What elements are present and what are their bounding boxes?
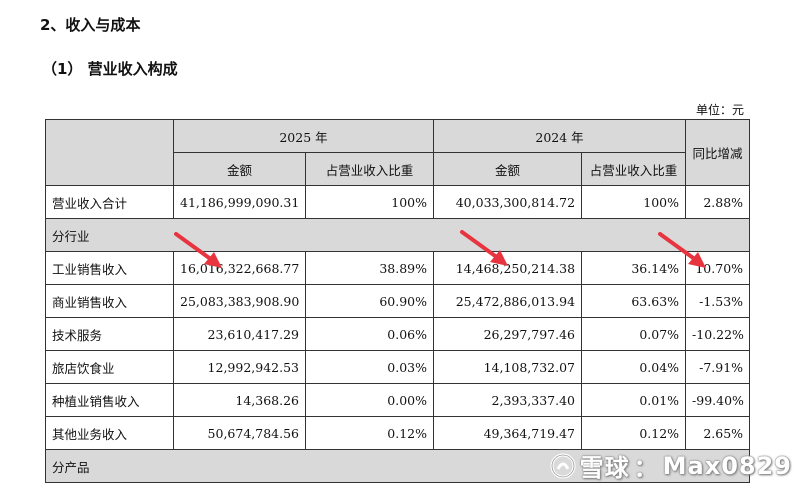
share-2024: 0.01% (581, 383, 687, 417)
table-row: 技术服务 23,610,417.29 0.06% 26,297,797.46 0… (45, 317, 751, 351)
section-label: 分行业 (44, 218, 751, 252)
header-row-columns: 金额 占营业收入比重 金额 占营业收入比重 (46, 152, 750, 186)
amount-2025: 12,992,942.53 (173, 350, 306, 384)
table-row: 种植业销售收入 14,368.26 0.00% 2,393,337.40 0.0… (45, 383, 751, 417)
table-row: 商业销售收入 25,083,383,908.90 60.90% 25,472,8… (45, 284, 751, 318)
snowball-logo-icon (550, 453, 576, 478)
watermark-brand: 雪球 (579, 454, 630, 482)
share-2025: 38.89% (304, 251, 435, 285)
section-label: 分产品 (44, 449, 751, 483)
header-share-prior: 占营业收入比重 (581, 152, 687, 186)
header-row-years: 2025 年 2024 年 同比增减 (45, 119, 751, 186)
table-row: 旅店饮食业 12,992,942.53 0.03% 14,108,732.07 … (45, 350, 751, 384)
amount-2024: 2,393,337.40 (433, 383, 583, 417)
yoy-change: -1.53% (685, 284, 751, 318)
header-amount-prior: 金额 (433, 152, 583, 186)
amount-2025: 50,674,784.56 (173, 416, 306, 450)
amount-2024: 40,033,300,814.72 (433, 185, 583, 219)
total-row: 营业收入合计 41,186,999,090.31 100% 40,033,300… (45, 185, 751, 219)
amount-2025: 23,610,417.29 (173, 317, 306, 351)
yoy-change: 2.88% (685, 185, 751, 219)
row-label: 营业收入合计 (45, 185, 174, 219)
share-2025: 60.90% (304, 284, 435, 318)
table-row: 工业销售收入 16,016,322,668.77 38.89% 14,468,2… (45, 251, 751, 285)
row-label: 技术服务 (45, 317, 174, 351)
amount-2024: 14,468,250,214.38 (433, 251, 583, 285)
share-2024: 100% (581, 185, 687, 219)
yoy-change: -99.40% (685, 383, 751, 417)
subsection-heading: （1） 营业收入构成 (42, 60, 178, 78)
section-row-product: 分产品 (44, 449, 751, 483)
share-2024: 0.12% (581, 416, 687, 450)
table-row: 其他业务收入 50,674,784.56 0.12% 49,364,719.47… (45, 416, 751, 450)
annotation-arrow-1-icon (174, 232, 222, 268)
yoy-change: -10.22% (685, 317, 751, 351)
annotation-arrow-3-icon (658, 232, 706, 268)
row-label: 旅店饮食业 (45, 350, 174, 384)
watermark-user: Max0829 (662, 451, 792, 480)
share-2024: 0.04% (581, 350, 687, 384)
amount-2024: 26,297,797.46 (433, 317, 583, 351)
share-2024: 36.14% (581, 251, 687, 285)
share-2025: 0.06% (304, 317, 435, 351)
row-label: 其他业务收入 (45, 416, 174, 450)
header-corner (45, 119, 174, 186)
header-share-current: 占营业收入比重 (304, 152, 435, 186)
watermark-separator: ： (633, 454, 659, 482)
yoy-change: 2.65% (685, 416, 751, 450)
amount-2025: 41,186,999,090.31 (173, 185, 306, 219)
yoy-change: -7.91% (685, 350, 751, 384)
amount-2025: 14,368.26 (173, 383, 306, 417)
amount-2024: 49,364,719.47 (433, 416, 583, 450)
header-year-prior: 2024 年 (433, 119, 687, 153)
row-label: 种植业销售收入 (45, 383, 174, 417)
header-year-current: 2025 年 (172, 119, 435, 153)
section-heading: 2、收入与成本 (40, 16, 141, 34)
header-yoy: 同比增减 (685, 119, 751, 186)
amount-2024: 14,108,732.07 (433, 350, 583, 384)
annotation-arrow-2-icon (460, 230, 508, 266)
share-2025: 0.00% (304, 383, 435, 417)
share-2024: 0.07% (581, 317, 687, 351)
amount-2025: 25,083,383,908.90 (173, 284, 306, 318)
share-2024: 63.63% (581, 284, 687, 318)
row-label: 商业销售收入 (45, 284, 174, 318)
row-label: 工业销售收入 (45, 251, 174, 285)
share-2025: 0.12% (304, 416, 435, 450)
unit-label: 单位：元 (695, 103, 744, 117)
section-row-industry: 分行业 (44, 218, 751, 252)
header-amount-current: 金额 (173, 152, 306, 186)
revenue-composition-table: 2025 年 2024 年 同比增减 金额 占营业收入比重 金额 占营业收入比重… (44, 119, 751, 483)
watermark: 雪球： Max0829 (550, 448, 792, 483)
share-2025: 0.03% (304, 350, 435, 384)
amount-2024: 25,472,886,013.94 (433, 284, 583, 318)
share-2025: 100% (304, 185, 435, 219)
